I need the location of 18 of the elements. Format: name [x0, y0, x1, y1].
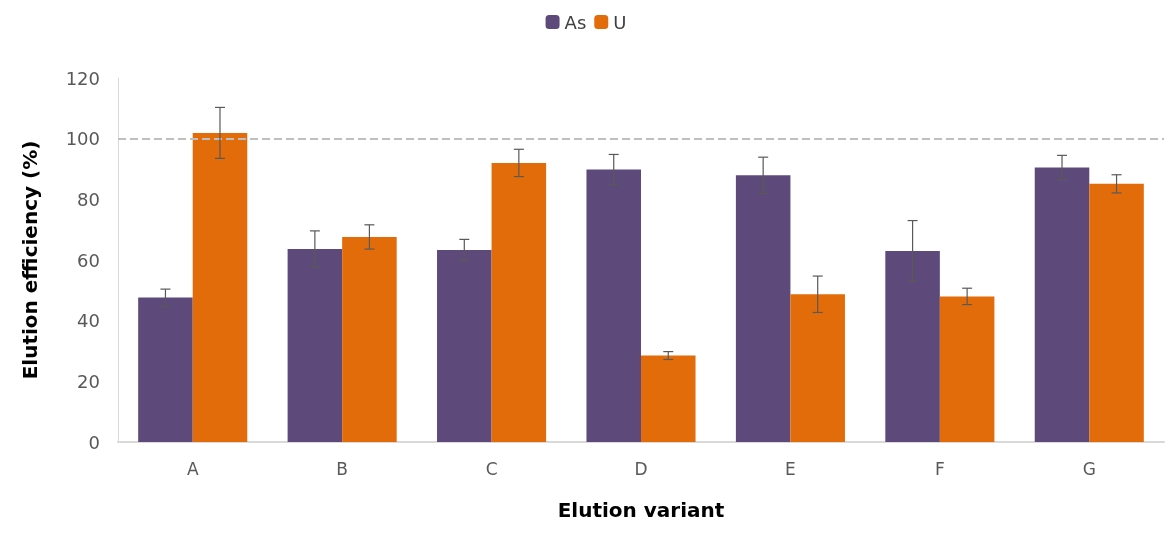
x-tick-label: D: [634, 458, 648, 479]
y-axis-title: Elution efficiency (%): [18, 140, 42, 380]
y-tick-label: 20: [77, 370, 100, 392]
legend-label: U: [613, 11, 627, 33]
y-tick-label: 60: [77, 249, 100, 271]
x-tick-label: B: [336, 458, 348, 479]
x-tick-label: F: [934, 458, 945, 479]
y-tick-label: 120: [65, 67, 100, 89]
y-tick-label: 100: [65, 128, 100, 150]
x-axis-title: Elution variant: [557, 498, 725, 522]
x-tick-label: G: [1082, 458, 1096, 479]
legend-label: As: [564, 11, 587, 33]
y-tick-label: 40: [77, 310, 100, 332]
y-tick-label: 0: [88, 431, 100, 453]
x-tick-label: A: [186, 458, 199, 479]
x-tick-label: C: [485, 458, 498, 479]
x-tick-label: E: [785, 458, 796, 479]
y-tick-label: 80: [77, 188, 100, 210]
